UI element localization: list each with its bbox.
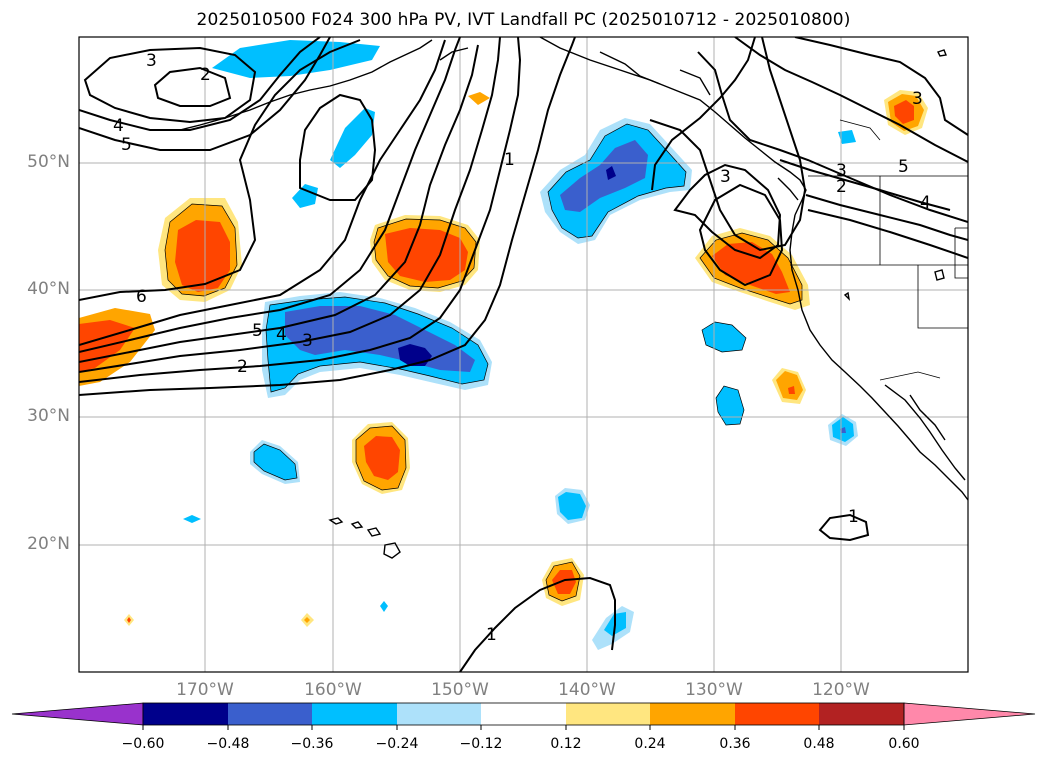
contour-label: 2 xyxy=(836,177,847,197)
colorbar-tick-label: −0.48 xyxy=(206,736,250,752)
contour-label: 3 xyxy=(912,89,923,109)
colorbar-extend-low xyxy=(11,702,144,726)
contour-label: 1 xyxy=(504,150,515,170)
colorbar-tick-label: 0.60 xyxy=(888,736,920,752)
lat-label: 20°N xyxy=(27,534,70,554)
chart-title: 2025010500 F024 300 hPa PV, IVT Landfall… xyxy=(196,10,851,30)
contour-label: 1 xyxy=(848,507,859,527)
contour-label: 4 xyxy=(276,325,287,345)
colorbar-bin xyxy=(650,703,735,725)
plot-frame xyxy=(78,36,969,673)
colorbar-tick-label: 0.24 xyxy=(634,736,666,752)
colorbar-bin xyxy=(735,703,819,725)
colorbar-tick-label: −0.24 xyxy=(375,736,419,752)
pv-shading xyxy=(79,40,928,650)
lon-label: 140°W xyxy=(558,680,616,700)
contour-labels: 3 2 4 5 6 5 4 3 2 1 3 3 2 5 4 3 1 1 xyxy=(113,51,931,645)
colorbar-bin xyxy=(397,703,481,725)
colorbar-tick-label: 0.36 xyxy=(719,736,751,752)
contour-label: 5 xyxy=(121,135,132,155)
shade-cool-160w-52n xyxy=(330,108,375,168)
lat-label: 40°N xyxy=(27,279,70,299)
contour-label: 4 xyxy=(113,116,124,136)
contour-label: 5 xyxy=(252,321,263,341)
colorbar-bin xyxy=(566,703,650,725)
colorbar-extend-high xyxy=(903,702,1036,726)
colorbar-tick-label: 0.48 xyxy=(803,736,835,752)
shade-cool-north xyxy=(212,40,380,78)
gridlines xyxy=(79,37,968,672)
contour-label: 3 xyxy=(836,161,847,181)
lon-label: 160°W xyxy=(304,680,362,700)
lon-label: 130°W xyxy=(685,680,743,700)
lon-label: 170°W xyxy=(176,680,234,700)
colorbar-tick-label: −0.36 xyxy=(290,736,334,752)
contour-label: 3 xyxy=(720,167,731,187)
colorbar-bin xyxy=(481,703,566,725)
pv-contours xyxy=(79,37,968,672)
contour-label: 4 xyxy=(920,193,931,213)
colorbar-bin xyxy=(228,703,312,725)
colorbar-tick-label: −0.12 xyxy=(459,736,503,752)
shade-cool-128w-35n xyxy=(702,322,746,352)
contour-label: 6 xyxy=(136,287,147,307)
borders xyxy=(790,119,968,381)
colorbar-bin xyxy=(819,703,904,725)
contour-label: 3 xyxy=(146,51,157,71)
colorbar xyxy=(11,702,1036,730)
coastlines xyxy=(179,37,968,559)
colorbar-bin xyxy=(143,703,228,725)
contour-label: 2 xyxy=(237,357,248,377)
lon-label: 150°W xyxy=(431,680,489,700)
lat-label: 30°N xyxy=(27,406,70,426)
lon-label: 120°W xyxy=(812,680,870,700)
contour-label: 2 xyxy=(200,65,211,85)
colorbar-bin xyxy=(312,703,397,725)
colorbar-tick-label: −0.60 xyxy=(121,736,165,752)
lat-label: 50°N xyxy=(27,152,70,172)
contour-label: 5 xyxy=(898,157,909,177)
contour-label: 1 xyxy=(486,625,497,645)
colorbar-tick-label: 0.12 xyxy=(550,736,582,752)
contour-label: 3 xyxy=(302,331,313,351)
